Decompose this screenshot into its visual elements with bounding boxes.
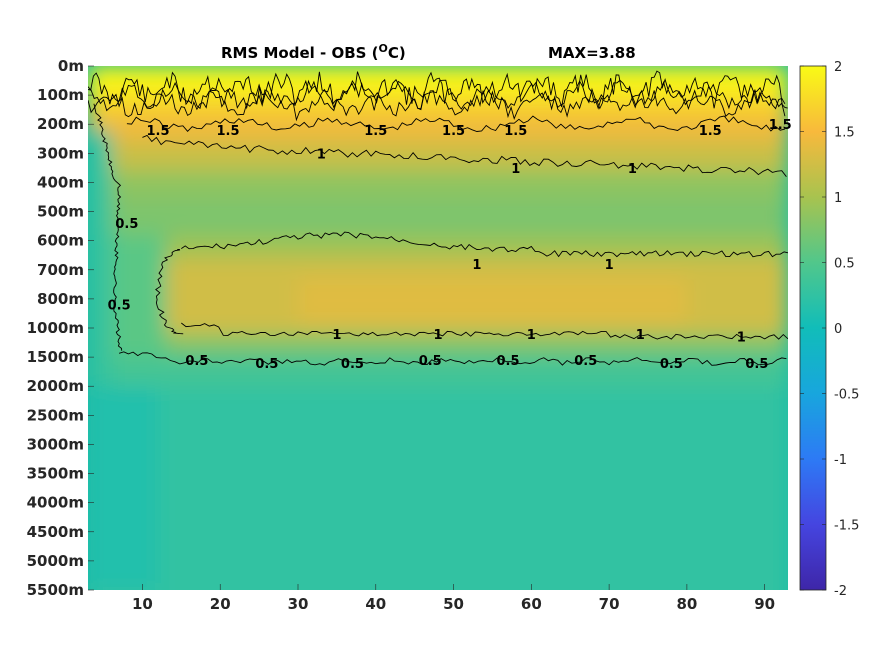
- contour-line: [118, 351, 787, 366]
- x-tick-label: 40: [365, 595, 386, 613]
- contour-label: 1: [472, 258, 481, 273]
- x-tick-label: 20: [210, 595, 231, 613]
- contour-labels: 1.5 1.5 1.5 1.5 1.5 1.5 1.511 11 11 1 1 1 10.50.50.5…: [108, 118, 792, 372]
- heatmap-band: [88, 333, 788, 355]
- contour-line: [88, 87, 786, 122]
- x-tick-label: 60: [521, 595, 542, 613]
- colorbar-tick-label: 1.5: [834, 126, 855, 141]
- y-tick-label: 500m: [37, 203, 84, 221]
- max-label: MAX=3.88: [548, 44, 636, 62]
- heatmap-band: [88, 170, 788, 200]
- contour-label: 1: [527, 328, 536, 343]
- contour-line: [88, 77, 786, 112]
- contour-label: 1: [433, 328, 442, 343]
- heatmap-band: [88, 66, 788, 96]
- y-tick-label: 400m: [37, 173, 84, 191]
- y-tick-label: 1500m: [27, 348, 84, 366]
- x-tick-label: 50: [443, 595, 464, 613]
- contour-label: 1: [636, 328, 645, 343]
- y-tick-label: 2500m: [27, 406, 84, 424]
- y-axis-ticks: 0m 100m 200m 300m 400m 500m 600m 700m 800m 1000m 1…: [27, 57, 94, 599]
- colorbar-tick-label: -0.5: [834, 388, 859, 403]
- contour-line: [126, 115, 786, 132]
- contour-lines: [88, 70, 788, 366]
- y-tick-label: 5500m: [27, 581, 84, 599]
- heatmap-band: [88, 386, 788, 590]
- contour-label: 1: [605, 258, 614, 273]
- contour-line: [88, 70, 788, 110]
- heatmap-field: [88, 66, 788, 590]
- contour-label: 0.5: [341, 357, 364, 372]
- y-tick-label: 1000m: [27, 319, 84, 337]
- colorbar-tick-label: -1: [834, 453, 847, 468]
- x-axis-ticks: 10 20 30 40 50 60 70 80 90: [132, 584, 775, 613]
- y-tick-label: 4500m: [27, 523, 84, 541]
- contour-label: 1: [332, 328, 341, 343]
- contour-label: 0.5: [185, 354, 208, 369]
- contour-label: 1.5: [442, 124, 465, 139]
- contour-label: 1.5: [216, 124, 239, 139]
- contour-label: 0.5: [255, 357, 278, 372]
- contour-line: [155, 248, 184, 335]
- contour-label: 1.5: [504, 124, 527, 139]
- y-tick-label: 5000m: [27, 552, 84, 570]
- chart-title: RMS Model - OBS (OC): [221, 42, 406, 62]
- heatmap-band: [88, 130, 112, 416]
- y-tick-label: 3500m: [27, 465, 84, 483]
- heatmap-plot-area: 1.5 1.5 1.5 1.5 1.5 1.5 1.511 11 11 1 1 1 10.50.50.5…: [88, 66, 792, 590]
- y-tick-label: 700m: [37, 261, 84, 279]
- colorbar-tick-label: -2: [834, 584, 847, 599]
- x-tick-label: 10: [132, 595, 153, 613]
- y-tick-label: 3000m: [27, 435, 84, 453]
- y-tick-label: 200m: [37, 115, 84, 133]
- heatmap-band: [88, 354, 788, 387]
- contour-line: [181, 231, 788, 258]
- title-unit-superscript: O: [379, 42, 388, 55]
- heatmap-band: [298, 278, 687, 323]
- contour-label: 1: [737, 331, 746, 346]
- colorbar-gradient: [799, 65, 827, 591]
- heatmap-band: [88, 141, 788, 171]
- colorbar-tick-label: 1: [834, 191, 842, 206]
- contour-label: 0.5: [496, 354, 519, 369]
- colorbar-tick-label: 0.5: [834, 257, 855, 272]
- heatmap-band: [88, 115, 788, 142]
- contour-label: 1: [317, 147, 326, 162]
- x-tick-label: 30: [288, 595, 309, 613]
- contour-line: [93, 103, 123, 351]
- x-tick-label: 80: [676, 595, 697, 613]
- x-tick-label: 70: [599, 595, 620, 613]
- y-tick-label: 800m: [37, 290, 84, 308]
- x-tick-label: 90: [754, 595, 775, 613]
- y-tick-label: 100m: [37, 86, 84, 104]
- contour-line: [142, 134, 787, 177]
- contour-label: 1.5: [146, 124, 169, 139]
- contour-line: [181, 322, 788, 340]
- y-tick-label: 300m: [37, 144, 84, 162]
- colorbar-tick-label: 0: [834, 322, 842, 337]
- y-tick-label: 600m: [37, 232, 84, 250]
- y-tick-label: 4000m: [27, 494, 84, 512]
- heatmap-band: [88, 199, 788, 235]
- heatmap-band: [88, 234, 788, 259]
- contour-label: 0.5: [745, 357, 768, 372]
- colorbar: 2 1.5 1 0.5 0 -0.5 -1 -1.5 -2: [799, 60, 859, 599]
- y-tick-label: 0m: [58, 57, 84, 75]
- contour-label: 0.5: [574, 354, 597, 369]
- contour-label: 1.5: [769, 118, 792, 133]
- contour-label: 1.5: [699, 124, 722, 139]
- colorbar-tick-label: 2: [834, 60, 842, 75]
- contour-label: 0.5: [660, 357, 683, 372]
- contour-label: 0.5: [115, 217, 138, 232]
- contour-label: 1.5: [364, 124, 387, 139]
- contour-label: 1: [628, 162, 637, 177]
- contour-label: 0.5: [419, 354, 442, 369]
- colorbar-tick-label: -1.5: [834, 519, 859, 534]
- colorbar-ticks: 2 1.5 1 0.5 0 -0.5 -1 -1.5 -2: [800, 60, 859, 599]
- contour-label: 1: [511, 162, 520, 177]
- y-tick-label: 2000m: [27, 377, 84, 395]
- heatmap-band: [88, 386, 158, 590]
- contour-label: 0.5: [108, 299, 131, 314]
